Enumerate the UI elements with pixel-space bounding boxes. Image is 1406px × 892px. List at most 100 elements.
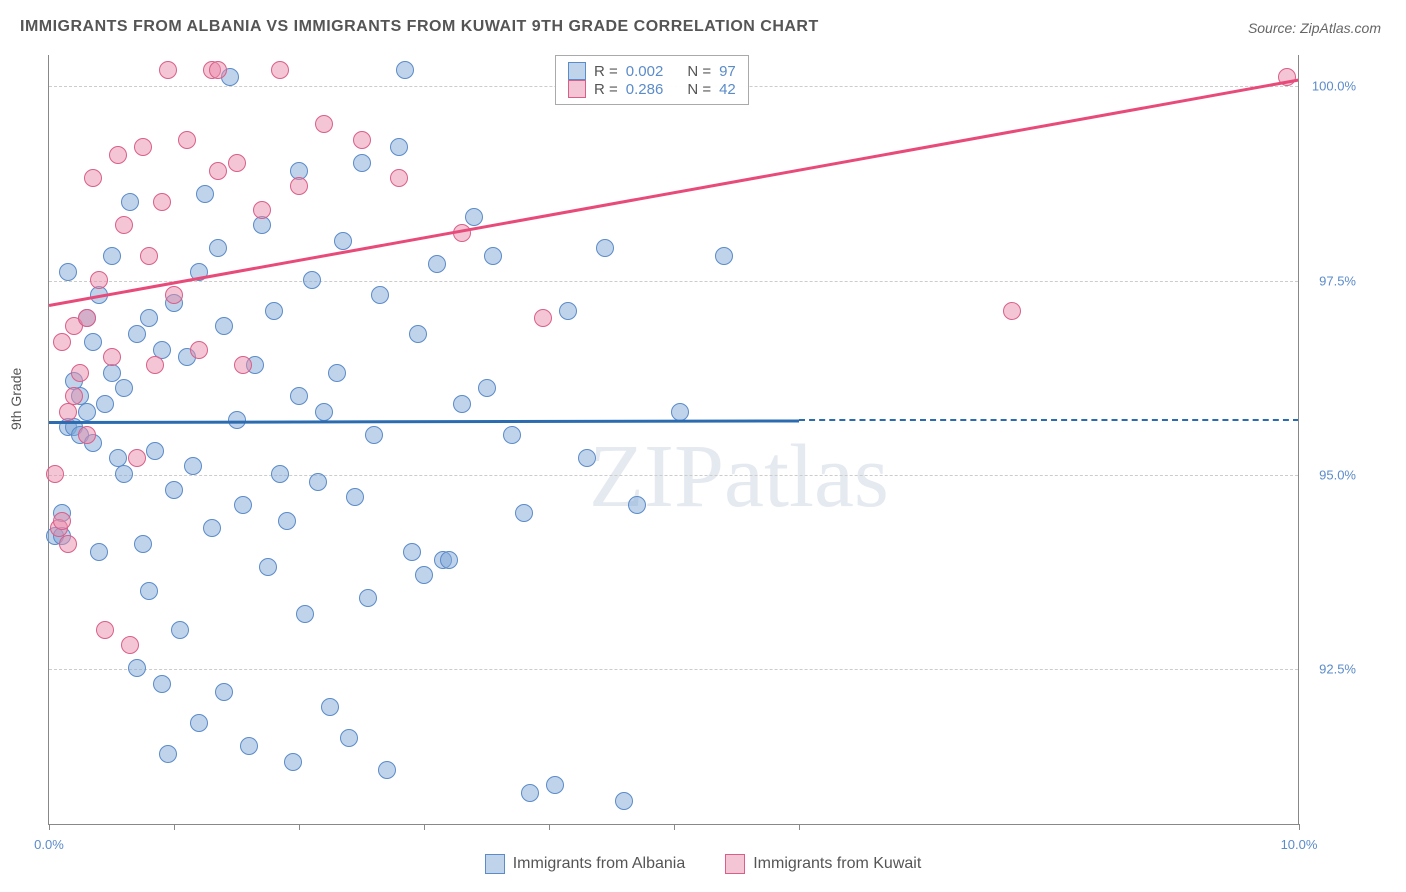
data-point: [253, 201, 271, 219]
data-point: [103, 247, 121, 265]
data-point: [578, 449, 596, 467]
data-point: [59, 263, 77, 281]
data-point: [84, 169, 102, 187]
data-point: [59, 535, 77, 553]
ytick-label: 92.5%: [1319, 662, 1356, 677]
data-point: [109, 146, 127, 164]
data-point: [715, 247, 733, 265]
data-point: [453, 395, 471, 413]
data-point: [96, 621, 114, 639]
ytick-label: 95.0%: [1319, 468, 1356, 483]
n-label: N =: [687, 63, 711, 80]
data-point: [515, 504, 533, 522]
plot-right-border: [1298, 55, 1299, 825]
data-point: [134, 535, 152, 553]
xtick-label: 0.0%: [34, 837, 64, 852]
data-point: [121, 193, 139, 211]
data-point: [84, 333, 102, 351]
xtick: [1299, 824, 1300, 830]
data-point: [284, 753, 302, 771]
xtick: [674, 824, 675, 830]
data-point: [365, 426, 383, 444]
data-point: [165, 286, 183, 304]
data-point: [103, 348, 121, 366]
data-point: [265, 302, 283, 320]
data-point: [378, 761, 396, 779]
xtick: [299, 824, 300, 830]
data-point: [484, 247, 502, 265]
data-point: [615, 792, 633, 810]
legend-swatch: [568, 62, 586, 80]
data-point: [465, 208, 483, 226]
y-axis-label: 9th Grade: [8, 368, 24, 430]
data-point: [115, 216, 133, 234]
data-point: [428, 255, 446, 273]
data-point: [215, 317, 233, 335]
r-label: R =: [594, 63, 618, 80]
data-point: [196, 185, 214, 203]
data-point: [171, 621, 189, 639]
data-point: [140, 247, 158, 265]
regression-line: [49, 419, 799, 423]
data-point: [409, 325, 427, 343]
data-point: [534, 309, 552, 327]
data-point: [153, 193, 171, 211]
series-label: Immigrants from Albania: [513, 855, 686, 873]
legend-swatch: [725, 854, 745, 874]
data-point: [146, 442, 164, 460]
data-point: [271, 61, 289, 79]
data-point: [59, 403, 77, 421]
data-point: [359, 589, 377, 607]
xtick-label: 10.0%: [1281, 837, 1318, 852]
data-point: [146, 356, 164, 374]
data-point: [128, 659, 146, 677]
data-point: [121, 636, 139, 654]
stats-legend-row: R =0.002N =97: [568, 62, 736, 80]
data-point: [671, 403, 689, 421]
data-point: [65, 387, 83, 405]
data-point: [521, 784, 539, 802]
regression-line: [49, 78, 1299, 306]
stats-legend-row: R =0.286N =42: [568, 80, 736, 98]
data-point: [234, 496, 252, 514]
plot-area: ZIPatlas 92.5%95.0%97.5%100.0%0.0%10.0%: [48, 55, 1298, 825]
data-point: [184, 457, 202, 475]
data-point: [303, 271, 321, 289]
data-point: [309, 473, 327, 491]
xtick: [549, 824, 550, 830]
xtick: [799, 824, 800, 830]
data-point: [159, 61, 177, 79]
data-point: [228, 154, 246, 172]
data-point: [46, 465, 64, 483]
data-point: [140, 309, 158, 327]
ytick-label: 97.5%: [1319, 273, 1356, 288]
xtick: [424, 824, 425, 830]
data-point: [53, 512, 71, 530]
data-point: [178, 131, 196, 149]
data-point: [228, 411, 246, 429]
grid-line: [49, 475, 1298, 476]
data-point: [546, 776, 564, 794]
data-point: [440, 551, 458, 569]
data-point: [140, 582, 158, 600]
chart-title: IMMIGRANTS FROM ALBANIA VS IMMIGRANTS FR…: [20, 18, 819, 36]
data-point: [209, 61, 227, 79]
ytick-label: 100.0%: [1312, 79, 1356, 94]
data-point: [278, 512, 296, 530]
data-point: [53, 333, 71, 351]
r-value: 0.286: [626, 81, 664, 98]
data-point: [290, 177, 308, 195]
series-label: Immigrants from Kuwait: [753, 855, 921, 873]
data-point: [190, 714, 208, 732]
data-point: [159, 745, 177, 763]
data-point: [596, 239, 614, 257]
data-point: [1003, 302, 1021, 320]
data-point: [128, 449, 146, 467]
data-point: [128, 325, 146, 343]
bottom-legend-item: Immigrants from Albania: [485, 854, 686, 874]
data-point: [259, 558, 277, 576]
data-point: [403, 543, 421, 561]
data-point: [390, 138, 408, 156]
bottom-legend-item: Immigrants from Kuwait: [725, 854, 921, 874]
data-point: [190, 341, 208, 359]
